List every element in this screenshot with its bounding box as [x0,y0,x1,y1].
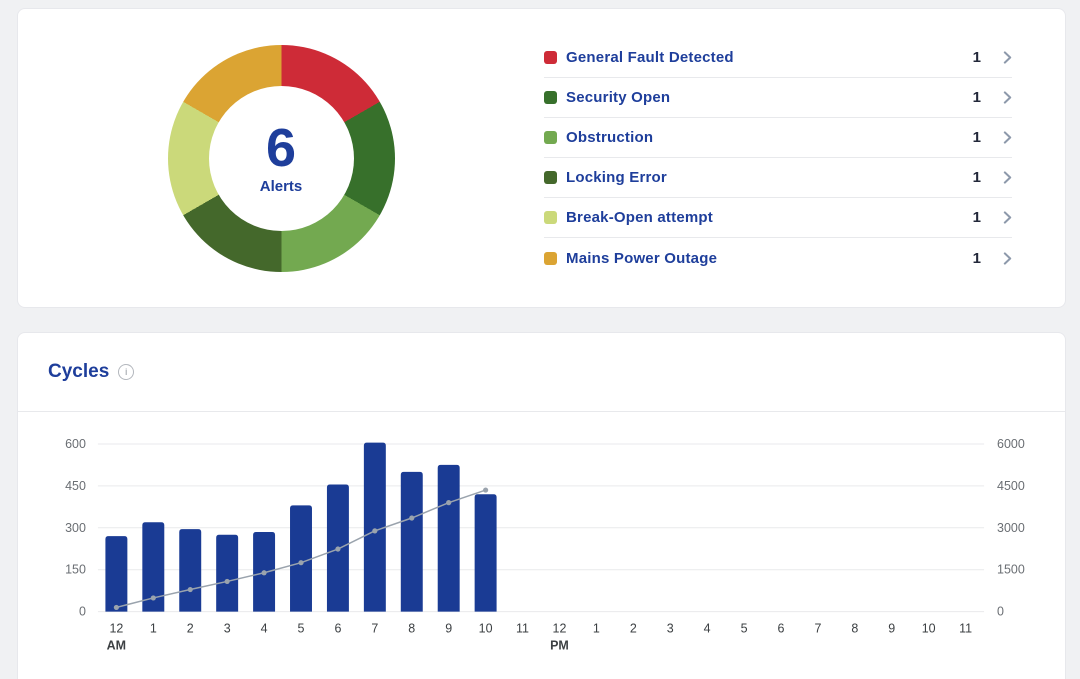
alerts-donut-chart: 6 Alerts [167,44,395,272]
chevron-right-icon [1003,91,1012,104]
svg-text:PM: PM [550,639,569,653]
cycles-line-point [150,595,156,601]
cycles-line-point [409,515,415,521]
svg-text:10: 10 [479,622,493,636]
svg-text:3: 3 [667,622,674,636]
alert-count: 1 [972,129,981,146]
svg-text:6: 6 [778,622,785,636]
alert-label: Mains Power Outage [566,249,718,267]
donut-hole: 6 Alerts [208,85,354,231]
svg-text:150: 150 [65,563,86,577]
alerts-list: General Fault Detected 1 Security Open 1… [544,38,1012,278]
alert-label: Break-Open attempt [566,209,713,226]
svg-text:AM: AM [107,639,126,653]
svg-text:4: 4 [704,622,711,636]
alert-color-swatch [544,211,557,224]
svg-text:7: 7 [814,622,821,636]
svg-text:12: 12 [109,622,123,636]
alert-count: 1 [972,169,981,186]
alert-count: 1 [972,209,981,226]
alert-count: 1 [972,49,981,66]
svg-text:300: 300 [65,521,86,535]
svg-text:600: 600 [65,437,86,451]
alert-color-swatch [544,91,557,104]
alerts-total-label: Alerts [259,178,303,195]
svg-text:5: 5 [741,622,748,636]
cycles-bar [290,505,312,612]
cycles-line-point [372,528,378,534]
svg-text:0: 0 [997,605,1004,619]
alert-count: 1 [972,89,981,106]
cycles-bar [474,494,497,612]
alert-color-swatch [544,131,557,144]
svg-text:6000: 6000 [997,437,1025,451]
svg-text:2: 2 [187,622,194,636]
svg-text:1500: 1500 [997,563,1025,577]
cycles-chart: 0 0 150 1500 300 3000 450 4500 600 6000 12 AM 1 2 3 4 5 6… [48,426,1035,658]
cycles-line-point [298,560,304,566]
chevron-right-icon [1003,51,1012,64]
chevron-right-icon [1003,171,1012,184]
svg-text:9: 9 [445,622,452,636]
alert-label: Security Open [566,89,671,106]
svg-text:7: 7 [371,622,378,636]
alert-count: 1 [972,249,981,267]
svg-text:3: 3 [224,622,231,636]
svg-text:9: 9 [888,622,895,636]
svg-text:11: 11 [516,622,529,636]
cycles-bar [142,522,165,612]
svg-text:8: 8 [851,622,858,636]
svg-text:3000: 3000 [997,521,1025,535]
cycles-line-point [335,546,341,552]
alert-row-mains-power-outage[interactable]: Mains Power Outage 1 [544,238,1012,278]
cycles-card: Cycles i 0 0 150 1500 300 3000 450 4500 600 6000 1… [17,332,1066,679]
svg-text:1: 1 [150,622,157,636]
svg-text:10: 10 [922,622,936,636]
svg-text:0: 0 [79,605,86,619]
cycles-header: Cycles i [18,333,1065,412]
svg-text:2: 2 [630,622,637,636]
alert-row-security-open[interactable]: Security Open 1 [544,78,1012,118]
cycles-line-point [261,570,267,576]
cycles-line-point [446,500,452,506]
alert-color-swatch [544,171,557,184]
alert-row-break-open-attempt[interactable]: Break-Open attempt 1 [544,198,1012,238]
cycles-bar [179,529,202,612]
alerts-total: 6 [265,118,297,178]
svg-text:450: 450 [65,479,86,493]
cycles-line-point [224,578,230,585]
alert-label: Obstruction [566,129,654,146]
cycles-line-point [113,604,119,611]
cycles-bar [216,534,239,612]
cycles-bar [105,536,128,612]
chevron-right-icon [1003,131,1012,144]
svg-text:11: 11 [959,622,972,636]
alert-label: Locking Error [566,169,667,186]
cycles-line-point [483,487,489,493]
cycles-bar [437,464,460,612]
cycles-bar [363,442,386,612]
alert-row-locking-error[interactable]: Locking Error 1 [544,158,1012,198]
alert-row-obstruction[interactable]: Obstruction 1 [544,118,1012,158]
info-icon[interactable]: i [118,364,135,380]
cycles-line-point [187,586,193,593]
chevron-right-icon [1003,211,1012,224]
alert-color-swatch [544,51,557,64]
svg-text:8: 8 [408,622,415,636]
cycles-title: Cycles [48,361,110,382]
svg-text:4500: 4500 [997,479,1025,493]
svg-text:4: 4 [261,622,268,636]
alert-label: General Fault Detected [566,49,734,66]
chevron-right-icon [1003,251,1012,265]
svg-text:12: 12 [553,622,567,636]
svg-text:1: 1 [593,622,600,636]
svg-text:5: 5 [298,622,305,636]
alert-color-swatch [544,251,557,265]
alert-row-general-fault-detected[interactable]: General Fault Detected 1 [544,38,1012,78]
alerts-summary-card: 6 Alerts General Fault Detected 1 Securi… [17,8,1066,308]
svg-text:6: 6 [334,622,341,636]
cycles-bar [400,471,423,612]
donut-column: 6 Alerts [18,44,544,272]
